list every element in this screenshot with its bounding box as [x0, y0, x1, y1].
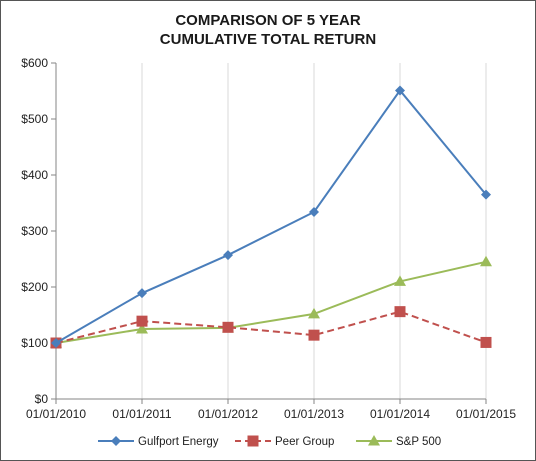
data-point-s-p-500: [480, 255, 492, 267]
data-point-s-p-500: [394, 275, 406, 286]
data-point-peer-group: [136, 315, 148, 327]
y-tick-label: $500: [21, 112, 48, 126]
data-point-s-p-500: [136, 323, 148, 334]
x-tick-label: 01/01/2010: [26, 407, 86, 421]
x-tick-label: 01/01/2014: [370, 407, 430, 421]
series-gulfport-energy: [51, 85, 491, 348]
legend-swatch-marker: [247, 435, 259, 447]
legend-label: S&P 500: [396, 436, 441, 448]
x-tick-label: 01/01/2015: [456, 407, 516, 421]
x-tick-label: 01/01/2012: [198, 407, 258, 421]
data-point-peer-group: [394, 306, 406, 318]
legend-label: Gulfport Energy: [138, 436, 219, 448]
data-point-peer-group: [222, 321, 234, 333]
legend-item-peer-group: Peer Group: [235, 435, 334, 448]
legend-label: Peer Group: [275, 436, 334, 448]
legend-item-gulfport-energy: Gulfport Energy: [98, 436, 219, 448]
data-point-gulfport-energy: [223, 250, 233, 261]
y-tick-labels: $0 $100 $200 $300 $400 $500 $600: [21, 56, 48, 406]
series-peer-group: [50, 306, 492, 349]
chart-title-line-2: CUMULATIVE TOTAL RETURN: [160, 31, 376, 48]
chart-title-line-1: COMPARISON OF 5 YEAR: [175, 12, 360, 29]
x-tick-label: 01/01/2011: [112, 407, 171, 421]
series-line-s-p-500: [55, 260, 487, 344]
data-point-peer-group: [480, 336, 492, 348]
y-tick-label: $400: [21, 168, 48, 182]
data-point-gulfport-energy: [51, 338, 61, 348]
legend: Gulfport Energy Peer Group S&P 500: [98, 435, 441, 448]
data-point-gulfport-energy: [395, 85, 405, 96]
gridlines: [141, 63, 487, 399]
y-tick-label: $600: [21, 56, 48, 70]
y-tick-label: $200: [21, 280, 48, 294]
y-tick-label: $300: [21, 224, 48, 238]
data-point-peer-group: [308, 329, 320, 341]
data-point-gulfport-energy: [137, 288, 147, 299]
data-point-gulfport-energy: [309, 206, 319, 217]
series-group: [50, 85, 492, 349]
legend-item-s-p-500: S&P 500: [356, 435, 441, 448]
series-line-gulfport-energy: [55, 88, 487, 344]
x-tick-labels: 01/01/2010 01/01/2011 01/01/2012 01/01/2013…: [26, 407, 516, 421]
legend-swatch-marker: [111, 436, 121, 446]
data-point-s-p-500: [308, 307, 320, 319]
y-tick-label: $0: [35, 392, 49, 406]
y-tick-label: $100: [21, 336, 48, 350]
legend-swatch-marker: [368, 435, 380, 446]
series-line-peer-group: [55, 310, 487, 344]
x-tick-label: 01/01/2013: [284, 407, 344, 421]
data-point-gulfport-energy: [481, 189, 491, 200]
series-s-p-500: [50, 255, 492, 348]
